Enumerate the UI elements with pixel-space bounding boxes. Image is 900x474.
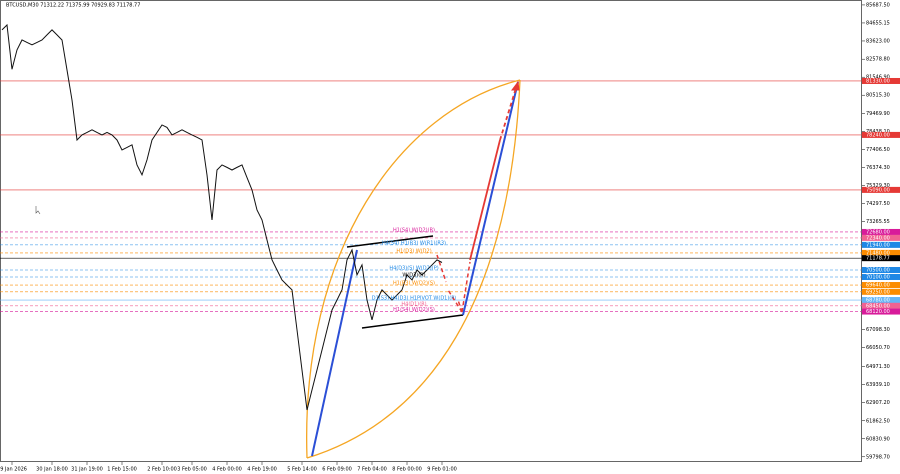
level-label: 68780.00 [866, 298, 890, 304]
y-tick-label: 77406.50 [866, 147, 890, 153]
plot-frame [0, 0, 862, 462]
arrow-head [511, 80, 520, 91]
x-tick-label: 9 Feb 01:00 [427, 467, 457, 473]
x-tick-label: 5 Feb 14:00 [287, 467, 317, 473]
level-tag [862, 131, 900, 138]
y-tick-label: 79469.90 [866, 111, 890, 117]
level-tag [862, 77, 900, 84]
y-tick-label: 66050.70 [866, 345, 890, 351]
level-label: 71940.00 [866, 242, 890, 248]
level-label: 70100.00 [866, 274, 890, 280]
level-tag [862, 241, 900, 248]
x-tick-label: 7 Feb 04:00 [357, 467, 387, 473]
level-tag [862, 297, 900, 304]
level-label: 68450.00 [866, 303, 890, 309]
level-tag [862, 282, 900, 289]
level-tag [862, 302, 900, 309]
annotation: H1(S4) W(D2)(S) [393, 307, 435, 313]
level-tag [862, 267, 900, 274]
y-tick-label: 81546.90 [866, 75, 890, 81]
arrow [499, 87, 517, 141]
level-label: 69250.00 [866, 289, 890, 295]
level-label: 69640.00 [866, 283, 890, 289]
y-tick-label: 63939.10 [866, 382, 890, 388]
arrow [436, 254, 447, 283]
arrow [461, 261, 471, 313]
annotation: H4(D3)(S) W(D2)(P) [389, 266, 438, 272]
x-tick-label: 3 Feb 05:00 [177, 467, 207, 473]
y-tick-label: 84655.15 [866, 20, 890, 26]
level-label: 75090.00 [866, 187, 890, 193]
y-tick-label: 60830.90 [866, 436, 890, 442]
y-tick-label: 62907.20 [866, 400, 890, 406]
arc [306, 79, 521, 459]
level-tag [862, 273, 900, 280]
trend-line [311, 249, 358, 457]
y-tick-label: 83623.00 [866, 38, 890, 44]
level-label: 72680.00 [866, 229, 890, 235]
y-tick-label: 67098.30 [866, 327, 890, 333]
y-tick-label: 75329.30 [866, 183, 890, 189]
annotation: D1(S3) H4(D3) H1PIVOT W(D1)(P) [372, 296, 457, 302]
y-tick-label: 85687.50 [866, 2, 890, 8]
level-tag [862, 249, 900, 256]
annotation: H1(S4) W(D2)(R) [393, 227, 435, 233]
level-tag [862, 228, 900, 235]
level-tag [862, 288, 900, 295]
x-tick-label: 31 Jan 19:00 [71, 467, 103, 473]
y-tick-label: 64971.30 [866, 364, 890, 370]
level-tag [862, 255, 900, 262]
annotation: W(D3)(R) [402, 272, 425, 278]
level-label: 68120.00 [866, 309, 890, 315]
price-line [1, 23, 443, 411]
arrow [447, 289, 463, 313]
y-tick-label: 59798.70 [866, 454, 890, 460]
arc [306, 79, 521, 459]
y-tick-label: 74297.50 [866, 201, 890, 207]
y-tick-label: 73265.55 [866, 219, 890, 225]
level-tag [862, 234, 900, 241]
level-label: 70500.00 [866, 268, 890, 274]
cursor [35, 206, 41, 215]
x-tick-label: 1 Feb 15:00 [107, 467, 137, 473]
annotation: H1(D3) W(D2) [396, 248, 431, 254]
x-tick-label: 4 Feb 19:00 [247, 467, 277, 473]
trend-line [361, 314, 464, 329]
x-tick-label: 30 Jan 18:00 [36, 467, 68, 473]
level-label: 71178.77 [866, 256, 890, 262]
level-label: 71480.00 [866, 250, 890, 256]
y-tick-label: 80515.30 [866, 93, 890, 99]
y-tick-label: 61862.50 [866, 418, 890, 424]
drawings [35, 79, 521, 459]
x-tick-label: 6 Feb 09:00 [322, 467, 352, 473]
annotation: H4(D1)(R) [401, 301, 426, 307]
x-tick-label: 2 Feb 10:00 [147, 467, 177, 473]
arrow [469, 139, 501, 261]
trend-line [346, 235, 434, 248]
x-tick-label: 8 Feb 00:00 [392, 467, 422, 473]
level-label: 78240.00 [866, 132, 890, 138]
x-tick-label: 4 Feb 00:00 [212, 467, 242, 473]
level-tag [862, 186, 900, 193]
annotation: H4(S4) H1(R3) W(R1)(R3) [382, 240, 446, 246]
level-label: 81330.00 [866, 78, 890, 84]
chart-title: BTCUSD,M30 71312.22 71375.99 70929.83 71… [6, 3, 140, 9]
trend-line [462, 81, 519, 316]
level-label: 72340.00 [866, 235, 890, 241]
level-tag [862, 308, 900, 315]
annotation: H1(R3) W(D2)(S) [393, 281, 435, 287]
y-tick-label: 82578.80 [866, 57, 890, 63]
y-tick-label: 76374.30 [866, 165, 890, 171]
x-tick-label: 29 Jan 2026 [0, 467, 27, 473]
